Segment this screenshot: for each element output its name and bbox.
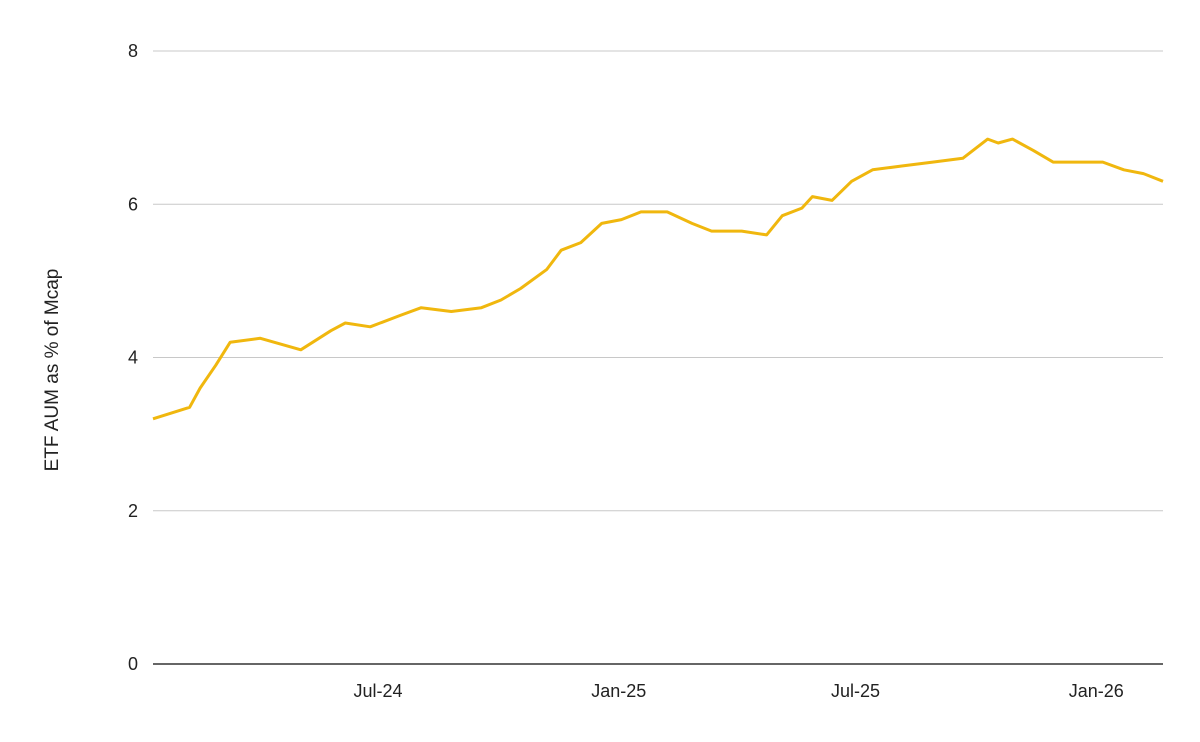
x-tick-label: Jan-26 — [1069, 681, 1124, 701]
x-tick-label: Jul-24 — [354, 681, 403, 701]
y-axis-ticks: 0 2 4 6 8 — [128, 41, 138, 674]
x-tick-label: Jul-25 — [831, 681, 880, 701]
y-tick-label: 6 — [128, 194, 138, 214]
gridlines — [153, 50, 1163, 512]
y-tick-label: 8 — [128, 41, 138, 61]
y-tick-label: 4 — [128, 348, 138, 368]
x-tick-label: Jan-25 — [591, 681, 646, 701]
x-axis-ticks: Jul-24 Jan-25 Jul-25 Jan-26 — [354, 681, 1124, 701]
series-line — [152, 137, 1164, 421]
y-tick-label: 2 — [128, 501, 138, 521]
y-tick-label: 0 — [128, 654, 138, 674]
y-axis-label: ETF AUM as % of Mcap — [42, 269, 63, 472]
